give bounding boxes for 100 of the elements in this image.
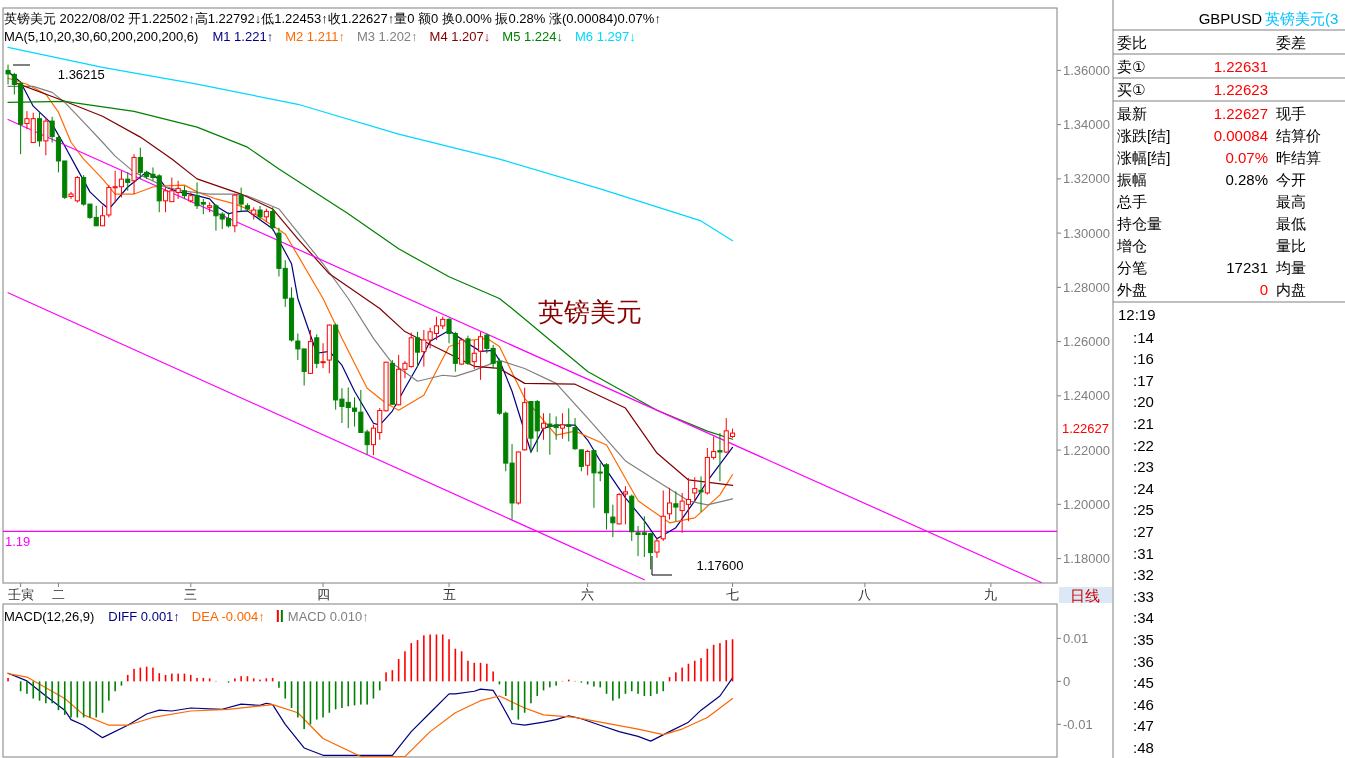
text: :24: [1133, 479, 1154, 497]
text: 外盘: [1117, 280, 1147, 298]
text: 买①: [1117, 80, 1146, 98]
annotation: 1.36215: [57, 66, 105, 82]
text: :31: [1133, 544, 1154, 562]
text: 0.07%: [1225, 148, 1268, 166]
text: :46: [1133, 695, 1154, 713]
x-tick-label: 二: [51, 586, 65, 602]
text: :21: [1133, 414, 1154, 432]
text: 结算价: [1276, 126, 1321, 144]
text: :32: [1133, 566, 1154, 584]
text: 1.22631: [1213, 57, 1268, 75]
y-tick-label: -0.01: [1063, 716, 1093, 732]
y-tick-label: 0.01: [1063, 630, 1089, 646]
text: 持仓量: [1117, 214, 1162, 232]
candlestick: [49, 116, 55, 144]
text: 最高: [1276, 192, 1306, 210]
legend-title: MA(5,10,20,30,60,200,200,200,6): [4, 28, 199, 44]
x-tick-label: 六: [581, 586, 595, 602]
x-tick-label: 七: [726, 586, 740, 602]
candlestick: [673, 490, 679, 522]
candlestick: [566, 407, 572, 442]
text: 1.22623: [1213, 80, 1268, 98]
text: 增仓: [1116, 236, 1147, 254]
ref-line-label: 1.19: [5, 533, 31, 549]
y-tick-label: 1.30000: [1063, 225, 1110, 241]
y-tick-label: 1.20000: [1063, 496, 1110, 512]
text: 最新: [1117, 104, 1147, 122]
text: DIFF 0.001↑: [108, 608, 180, 624]
x-tick-label: 壬寅: [7, 586, 34, 602]
text: :20: [1133, 393, 1154, 411]
text: :22: [1133, 436, 1154, 454]
candlestick: [257, 205, 263, 222]
y-tick-label: 1.24000: [1063, 388, 1110, 404]
text: M1 1.221↑: [212, 28, 274, 44]
text: 卖①: [1117, 57, 1146, 75]
text: M2 1.211↑: [285, 28, 345, 44]
text: 0.00084: [1213, 126, 1268, 144]
text: :47: [1133, 717, 1154, 735]
text: :34: [1133, 609, 1154, 627]
text: GBPUSD: [1198, 9, 1263, 27]
text: 最低: [1276, 214, 1306, 232]
text: 12:19: [1118, 305, 1156, 323]
text: 振幅: [1117, 170, 1147, 188]
candlestick: [610, 504, 616, 538]
text: :36: [1133, 652, 1154, 670]
x-tick-label: 八: [858, 586, 872, 602]
candlestick: [131, 153, 137, 195]
text: 委比: [1117, 33, 1147, 51]
candlestick: [125, 171, 131, 192]
y-tick-label: 1.26000: [1063, 334, 1110, 350]
text: 涨跌[结]: [1117, 126, 1171, 144]
text: 17231: [1226, 258, 1268, 276]
text: M3 1.202↑: [356, 28, 418, 44]
y-tick-label: 1.32000: [1063, 171, 1110, 187]
y-tick-label: 1.18000: [1063, 551, 1110, 567]
y-tick-label: 1.28000: [1063, 279, 1110, 295]
candlestick: [667, 487, 673, 521]
text: M4 1.207↓: [429, 28, 491, 44]
y-tick-label: 1.36000: [1063, 62, 1110, 78]
text: :17: [1133, 371, 1154, 389]
text: 日线: [1070, 586, 1100, 604]
candlestick: [585, 449, 591, 476]
text: 现手: [1276, 104, 1306, 122]
text: :27: [1133, 522, 1154, 540]
text: :48: [1133, 738, 1154, 756]
x-tick-label: 五: [442, 586, 456, 602]
legend-label: MACD 0.010↑: [287, 608, 369, 624]
legend-title: MACD(12,26,9): [4, 608, 95, 624]
text: M6 1.297↓: [575, 28, 636, 44]
candlestick: [541, 412, 547, 441]
text: :25: [1133, 501, 1154, 519]
x-tick-label: 九: [984, 586, 998, 602]
candlestick: [654, 537, 660, 559]
candlestick: [471, 339, 477, 370]
text: :33: [1133, 587, 1154, 605]
text: 昨结算: [1276, 148, 1321, 166]
annotation: 1.17600: [696, 558, 744, 574]
x-tick-label: 三: [184, 586, 198, 602]
text: 总手: [1116, 192, 1147, 210]
y-tick-label: 1.22000: [1063, 442, 1110, 458]
text: 1.22627: [1062, 421, 1109, 437]
text: M5 1.224↓: [502, 28, 563, 44]
y-tick-label: 0: [1063, 673, 1071, 689]
chart-title: 英镑美元 2022/08/02 开1.22502↑高1.22792↓低1.22453↑收1.22627↑量0 额0 换0.00% 振0.28% 涨(0.00084)0.07%↑: [4, 10, 661, 26]
text: :45: [1133, 674, 1154, 692]
y-tick-label: 1.34000: [1063, 117, 1110, 133]
text: :14: [1133, 328, 1154, 346]
text: :23: [1133, 458, 1154, 476]
candlestick: [559, 412, 565, 440]
candlestick: [415, 331, 421, 368]
text: DEA -0.004↑: [191, 608, 265, 624]
text: 0.28%: [1225, 170, 1268, 188]
x-tick-label: 四: [316, 586, 330, 602]
candlestick: [660, 490, 666, 542]
candlestick: [238, 187, 244, 213]
candlestick: [320, 342, 326, 369]
text: 均量: [1275, 258, 1306, 276]
text: 今开: [1276, 170, 1306, 188]
text: 1.22627: [1213, 104, 1268, 122]
